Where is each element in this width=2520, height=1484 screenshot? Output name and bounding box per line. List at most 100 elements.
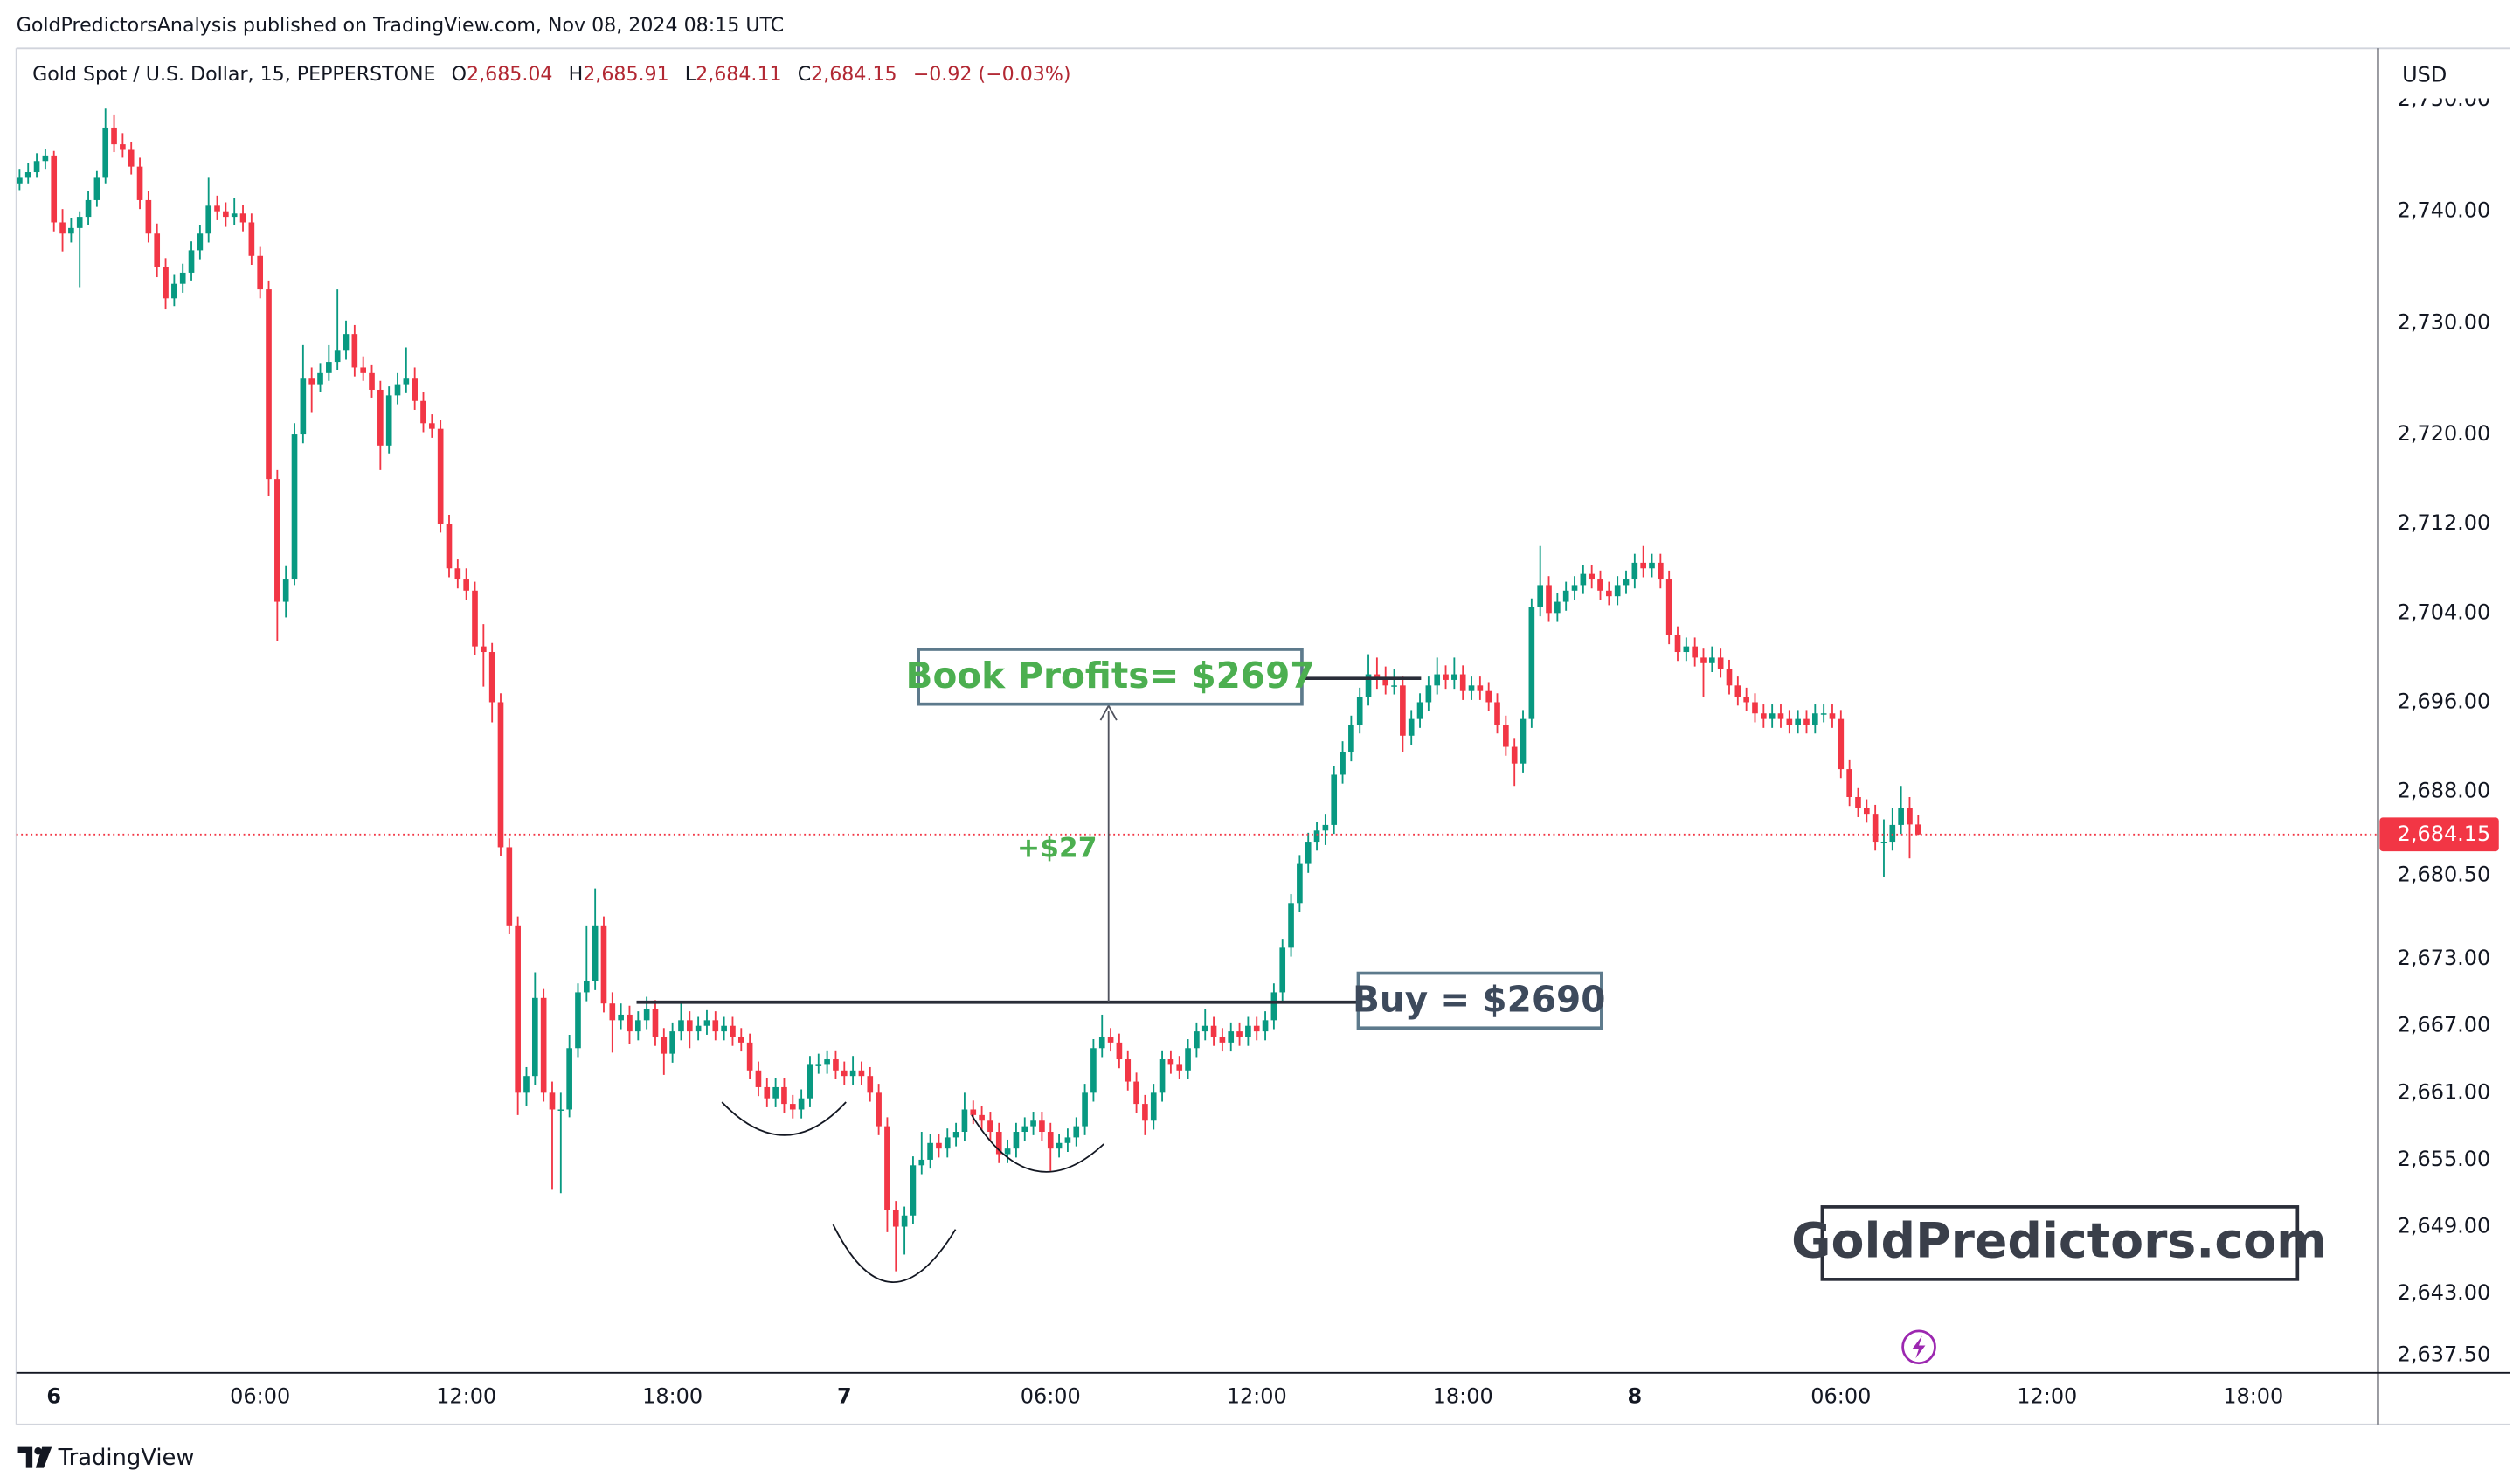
candle-body — [1416, 702, 1423, 719]
x-tick-label: 12:00 — [2017, 1383, 2077, 1408]
watermark: GoldPredictors.com — [1791, 1213, 2327, 1269]
candle-body — [282, 579, 289, 602]
candle-body — [1494, 702, 1500, 725]
candle-body — [1829, 713, 1836, 719]
candle-body — [136, 166, 143, 200]
x-tick-label: 18:00 — [1433, 1383, 1493, 1408]
candle-body — [1098, 1037, 1105, 1049]
last-price-label: 2,684.15 — [2398, 822, 2491, 846]
candle-body — [609, 1003, 616, 1021]
y-tick-label: 2,643.00 — [2398, 1280, 2491, 1305]
candle-body — [1726, 669, 1733, 686]
candle-body — [429, 423, 435, 429]
candle-body — [1082, 1092, 1088, 1127]
candle-body — [1658, 562, 1664, 580]
candle-body — [145, 199, 152, 234]
candle-body — [1872, 814, 1879, 843]
candle-body — [351, 334, 358, 368]
candle-body — [326, 362, 332, 373]
gain-arrow-head — [1099, 704, 1118, 721]
candle-body — [412, 378, 418, 401]
candle-body — [1219, 1037, 1226, 1043]
pattern-arc — [971, 1114, 1104, 1173]
candle-body — [394, 384, 401, 396]
candle-body — [1700, 657, 1707, 663]
y-tick-label: 2,655.00 — [2398, 1147, 2491, 1171]
candle-body — [1400, 685, 1406, 736]
candle-body — [497, 702, 504, 848]
candle-body — [1709, 657, 1715, 663]
candle-body — [51, 155, 58, 223]
candle-body — [1245, 1025, 1251, 1037]
candle-body — [1803, 718, 1810, 725]
candle-body — [1546, 585, 1552, 614]
candle-body — [1477, 685, 1484, 691]
candle-body — [549, 1092, 556, 1110]
candle-body — [463, 579, 469, 591]
candle-body — [257, 255, 264, 290]
candle-body — [712, 1020, 719, 1032]
candle-body — [171, 283, 177, 299]
candle-body — [627, 1014, 633, 1032]
candle-body — [385, 395, 392, 446]
target-label: Book Profits= $2697 — [906, 655, 1315, 697]
candle-body — [1880, 842, 1887, 843]
candle-body — [1004, 1148, 1011, 1155]
candle-body — [884, 1126, 890, 1210]
candle-body — [488, 652, 495, 703]
candle-body — [592, 925, 599, 981]
candle-body — [1640, 562, 1646, 569]
candles — [16, 108, 2378, 1272]
pattern-arc — [721, 1101, 847, 1136]
x-tick-label: 06:00 — [1810, 1383, 1871, 1408]
candle-body — [1434, 674, 1441, 686]
candle-body — [772, 1086, 779, 1099]
candle-body — [979, 1114, 985, 1121]
y-tick-label: 2,649.00 — [2398, 1214, 2491, 1238]
candle-body — [618, 1014, 624, 1021]
annotations: Book Profits= $2697 Buy = $2690 +$27 Gol… — [636, 648, 2327, 1365]
y-tick-label: 2,704.00 — [2398, 600, 2491, 624]
candle-body — [678, 1020, 684, 1032]
candle-body — [1107, 1037, 1114, 1043]
candle-body — [737, 1037, 744, 1043]
candle-body — [1133, 1081, 1139, 1105]
logo-part — [34, 1446, 42, 1455]
candle-body — [515, 925, 521, 1093]
candle-body — [420, 400, 426, 424]
candle-body — [76, 217, 83, 228]
candle-body — [205, 205, 212, 234]
candle-body — [652, 1009, 659, 1037]
watermark-box — [1820, 1205, 2300, 1281]
candle-body — [523, 1076, 530, 1093]
candle-body — [59, 222, 66, 234]
y-tick-label: 2,661.00 — [2398, 1079, 2491, 1104]
candle-body — [927, 1142, 933, 1160]
y-tick-label: 2,730.00 — [2398, 309, 2491, 334]
candle-body — [1340, 752, 1346, 775]
candle-body — [1631, 562, 1638, 580]
candle-body — [1503, 725, 1509, 747]
y-tick-label: 2,712.00 — [2398, 510, 2491, 535]
candle-body — [1597, 579, 1603, 591]
candle-body — [936, 1142, 942, 1149]
x-tick-label: 06:00 — [1021, 1383, 1081, 1408]
candle-body — [248, 222, 255, 256]
candle-body — [1313, 830, 1320, 843]
candle-body — [308, 378, 315, 385]
candle-body — [1322, 824, 1329, 831]
candle-body — [1649, 562, 1655, 569]
candle-body — [454, 568, 461, 580]
candle-body — [1520, 718, 1527, 764]
candle-body — [343, 334, 350, 351]
candle-body — [1279, 947, 1286, 993]
candle-body — [1863, 808, 1870, 815]
event-icon[interactable] — [1901, 1329, 1936, 1365]
candle-body — [1459, 674, 1466, 691]
candle-body — [111, 127, 117, 145]
candle-body — [266, 289, 272, 480]
candle-body — [600, 925, 607, 1004]
candle-body — [1665, 579, 1672, 635]
event-icon-bolt — [1912, 1335, 1926, 1359]
